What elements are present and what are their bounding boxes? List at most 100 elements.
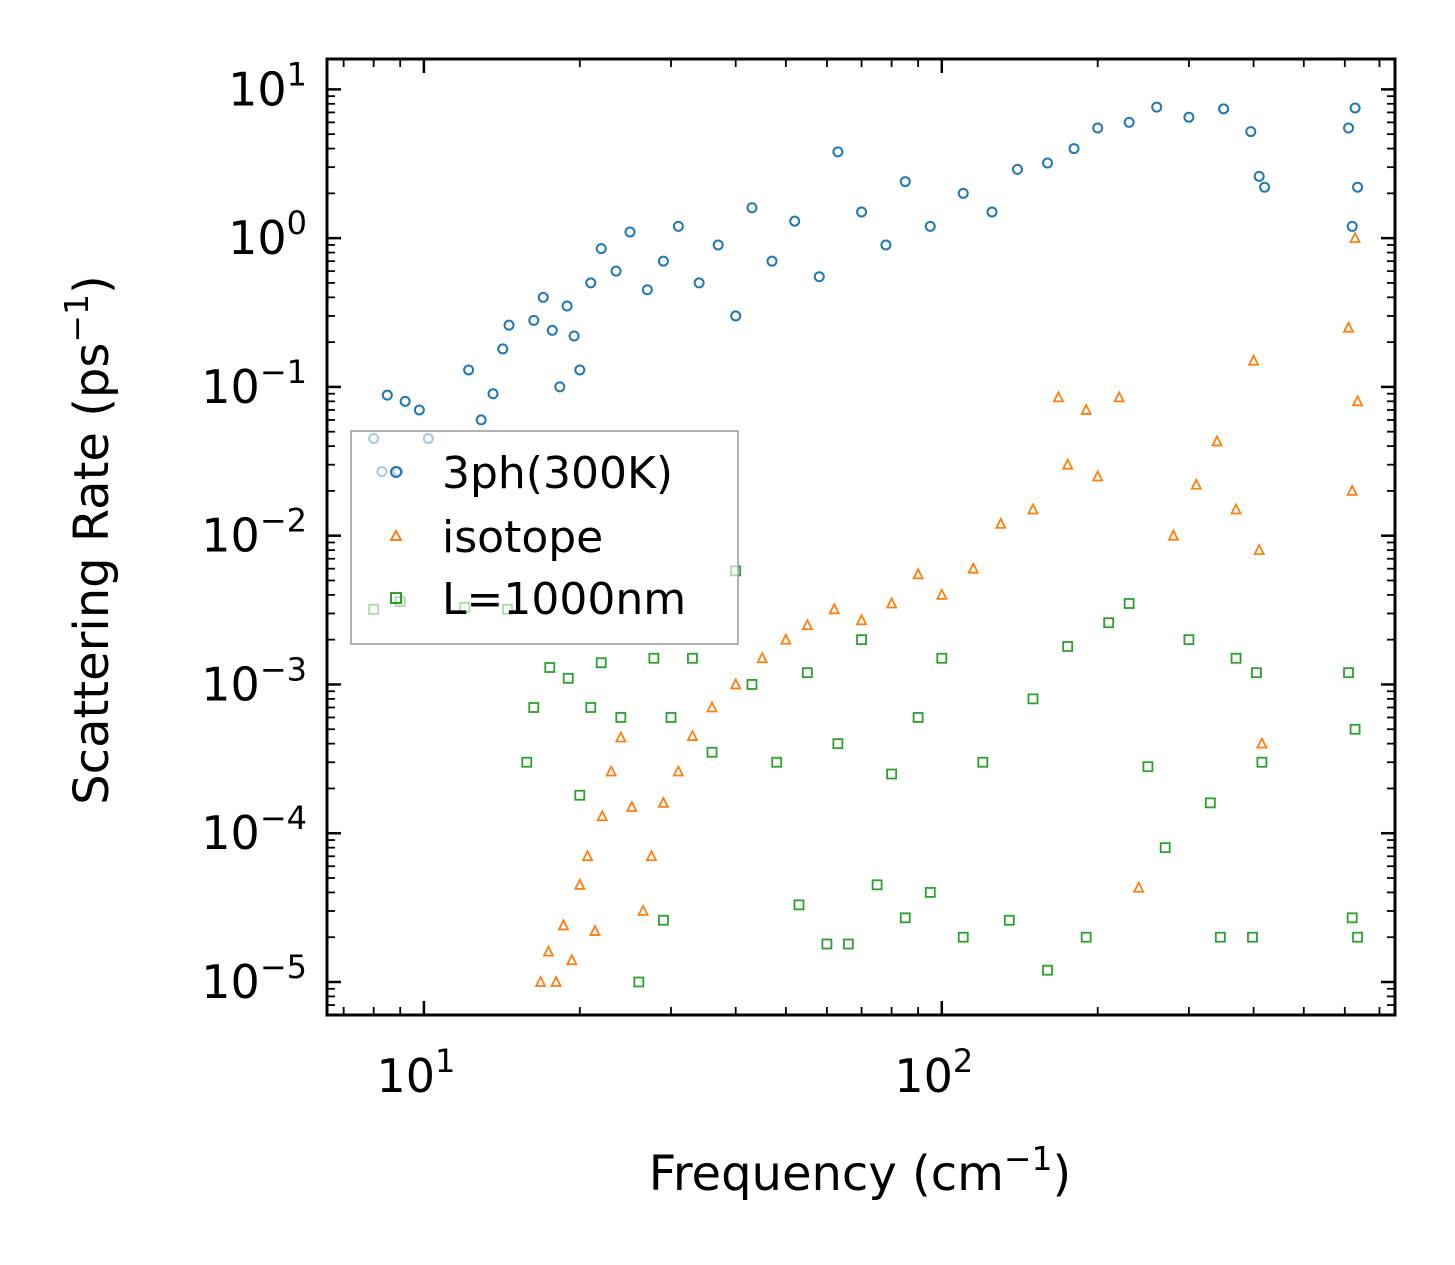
data-point-circle <box>657 255 669 267</box>
data-point-triangle <box>573 877 586 890</box>
data-point-circle <box>546 324 558 336</box>
data-point-circle <box>1123 116 1135 128</box>
data-point-circle <box>1253 170 1265 182</box>
data-point-circle <box>730 310 742 322</box>
data-point-triangle <box>1080 402 1093 415</box>
data-point-triangle <box>1113 390 1126 403</box>
data-point-circle <box>766 255 778 267</box>
data-point-circle <box>1183 111 1195 123</box>
data-point-square <box>521 756 533 768</box>
data-point-triangle <box>729 677 742 690</box>
data-point-circle <box>1259 181 1271 193</box>
data-point-square <box>1352 931 1363 943</box>
data-point-triangle <box>1346 483 1359 496</box>
data-point-square <box>912 712 924 723</box>
data-point-triangle <box>801 618 814 631</box>
data-point-circle <box>475 414 487 426</box>
data-point-square <box>1042 964 1053 976</box>
data-point-square <box>1230 652 1242 664</box>
data-point-triangle <box>1167 528 1180 541</box>
y-tick-label: 10−1 <box>201 353 307 414</box>
data-point-circle <box>1042 157 1054 169</box>
data-point-circle <box>832 146 844 158</box>
data-point-square <box>793 899 805 911</box>
legend-label-L1000nm: L=1000nm <box>442 574 686 625</box>
data-point-circle <box>561 300 573 312</box>
data-point-circle <box>693 277 705 289</box>
data-point-square <box>871 879 883 891</box>
data-point-triangle <box>1253 543 1266 555</box>
data-point-square <box>544 662 556 673</box>
data-point-circle <box>381 389 393 401</box>
data-point-triangle <box>534 974 547 987</box>
data-point-triangle <box>542 944 555 957</box>
data-point-circle <box>1352 181 1364 193</box>
data-point-square <box>1251 667 1262 679</box>
data-point-square <box>595 657 607 669</box>
data-point-triangle <box>605 764 618 777</box>
data-point-triangle <box>1342 320 1355 333</box>
data-point-triangle <box>935 587 948 600</box>
legend-marker-isotope <box>389 528 403 541</box>
data-point-triangle <box>1351 394 1364 407</box>
data-point-circle <box>641 284 653 296</box>
data-point-square <box>706 746 718 758</box>
data-point-triangle <box>967 561 980 574</box>
data-point-circle <box>1218 103 1230 115</box>
data-point-square <box>633 976 645 988</box>
data-point-triangle <box>1230 502 1243 515</box>
data-point-square <box>842 938 854 950</box>
y-tick-label: 101 <box>228 55 307 116</box>
y-tick-label: 10−3 <box>201 650 307 711</box>
data-point-square <box>1123 598 1135 609</box>
data-point-square <box>562 672 574 684</box>
data-point-circle <box>1245 126 1257 138</box>
data-point-triangle <box>1349 231 1362 244</box>
data-point-square <box>1346 912 1358 924</box>
data-point-triangle <box>779 632 792 645</box>
data-point-circle <box>672 220 684 232</box>
data-point-square <box>1062 641 1074 652</box>
y-axis-title-end: ) <box>64 275 120 294</box>
data-point-square <box>657 914 669 926</box>
data-point-triangle <box>706 700 718 713</box>
data-point-circle <box>789 215 801 227</box>
data-point-circle <box>487 388 499 400</box>
data-point-triangle <box>550 974 563 987</box>
legend-marker-3ph <box>390 466 402 478</box>
data-point-triangle <box>1190 477 1203 490</box>
data-point-circle <box>1349 102 1361 114</box>
data-point-square <box>1003 914 1015 926</box>
data-point-circle <box>574 364 586 376</box>
data-point-square <box>615 712 627 723</box>
data-point-circle <box>595 243 607 255</box>
data-point-triangle <box>855 613 868 626</box>
data-point-triangle <box>581 849 594 862</box>
data-point-circle <box>1011 163 1023 175</box>
data-point-circle <box>856 206 868 218</box>
data-point-square <box>1142 761 1154 773</box>
y-tick-label: 10−4 <box>201 799 307 860</box>
plot-frame <box>325 57 1397 1017</box>
data-point-square <box>924 887 936 898</box>
data-point-triangle <box>686 729 699 741</box>
data-point-square <box>1159 842 1171 854</box>
data-point-circle <box>1068 143 1080 155</box>
legend: 3ph(300K) isotope L=1000nm <box>350 430 739 645</box>
data-point-circle <box>1151 101 1163 113</box>
legend-marker-L1000nm <box>390 592 402 604</box>
data-point-triangle <box>885 596 898 609</box>
data-point-square <box>771 756 783 768</box>
data-point-square <box>1343 667 1354 679</box>
data-point-triangle <box>1052 390 1065 403</box>
x-axis-title: Frequency (cm−1) <box>649 1139 1072 1202</box>
data-point-square <box>801 667 813 679</box>
data-point-circle <box>497 343 509 355</box>
data-point-circle <box>399 395 411 407</box>
data-point-circle <box>463 364 475 376</box>
data-point-circle <box>585 277 597 289</box>
data-point-square <box>585 702 597 713</box>
data-point-square <box>574 789 586 801</box>
data-point-triangle <box>596 809 609 822</box>
